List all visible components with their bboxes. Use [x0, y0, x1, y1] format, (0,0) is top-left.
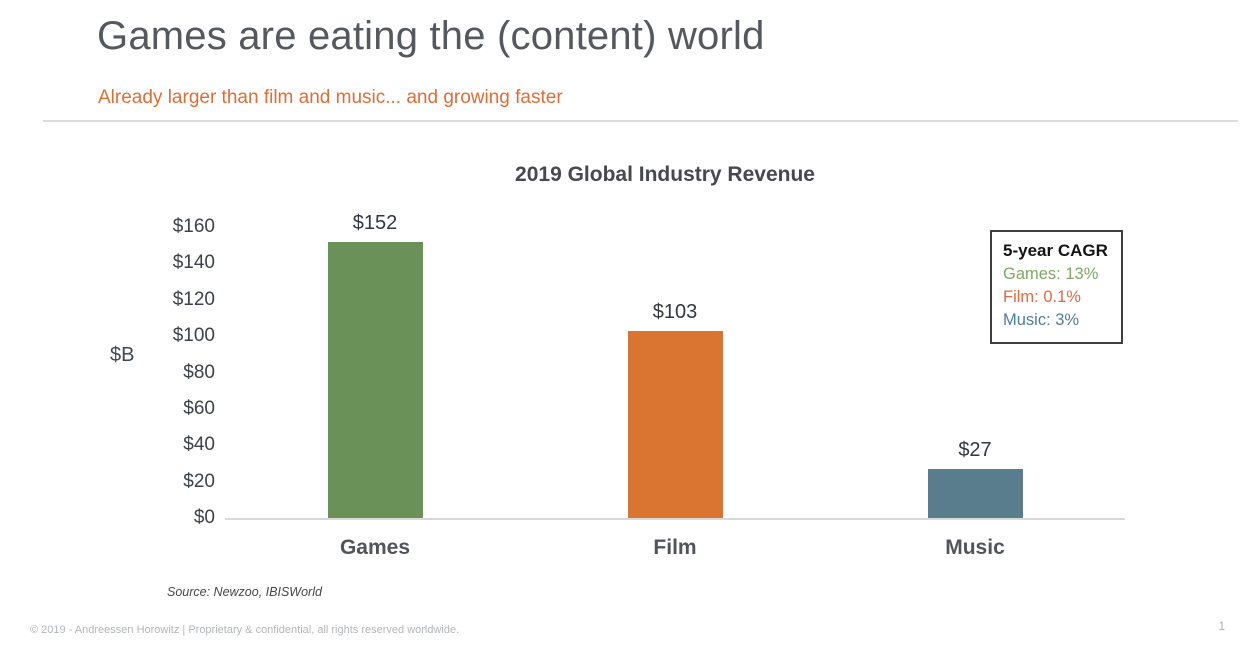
y-tick-label: $120 [172, 288, 215, 310]
legend-entry: Games: 13% [1003, 265, 1099, 283]
y-tick-label: $80 [183, 361, 215, 383]
chart-title: 2019 Global Industry Revenue [515, 163, 815, 186]
y-tick-label: $140 [172, 252, 215, 274]
legend-entry: Film: 0.1% [1003, 288, 1081, 306]
legend-entry: Music: 3% [1003, 311, 1080, 329]
y-tick-label: $40 [183, 434, 215, 456]
slide-subtitle: Already larger than film and music... an… [98, 87, 563, 108]
y-axis-ticks: $0 $20 $40 $60 $80 $100 $120 $140 $160 [100, 0, 215, 647]
x-category-label: Music [945, 536, 1005, 559]
x-category-label: Games [339, 536, 411, 559]
header-divider [43, 120, 1238, 122]
page-number: 1 [1218, 621, 1225, 633]
y-tick-label: $100 [172, 325, 215, 347]
y-axis-label: $B [110, 344, 135, 366]
legend-entries: Games: 13% Film: 0.1% Music: 3% [1003, 263, 1110, 332]
bar-film [627, 331, 723, 518]
legend-title: 5-year CAGR [1003, 241, 1108, 260]
y-tick-label: $60 [183, 397, 215, 419]
source-note: Source: Newzoo, IBISWorld [167, 585, 322, 599]
bar-music [927, 469, 1023, 518]
bar-games [327, 242, 423, 518]
y-tick-label: $20 [183, 470, 215, 492]
bar-value-label: $103 [652, 301, 698, 323]
footer-copyright: © 2019 - Andreessen Horowitz | Proprieta… [30, 624, 460, 636]
y-tick-label: $0 [193, 507, 215, 528]
x-axis-line [225, 518, 1125, 520]
cagr-legend: 5-year CAGR Games: 13% Film: 0.1% Music: 3… [990, 230, 1123, 344]
bar-value-label: $27 [958, 439, 992, 461]
plot-area: $152 Games $103 Film $27 Music [225, 212, 1125, 559]
x-category-label: Film [653, 536, 697, 559]
y-tick-label: $160 [172, 216, 215, 237]
bar-value-label: $152 [352, 212, 398, 234]
slide-title: Games are eating the (content) world [97, 14, 765, 58]
